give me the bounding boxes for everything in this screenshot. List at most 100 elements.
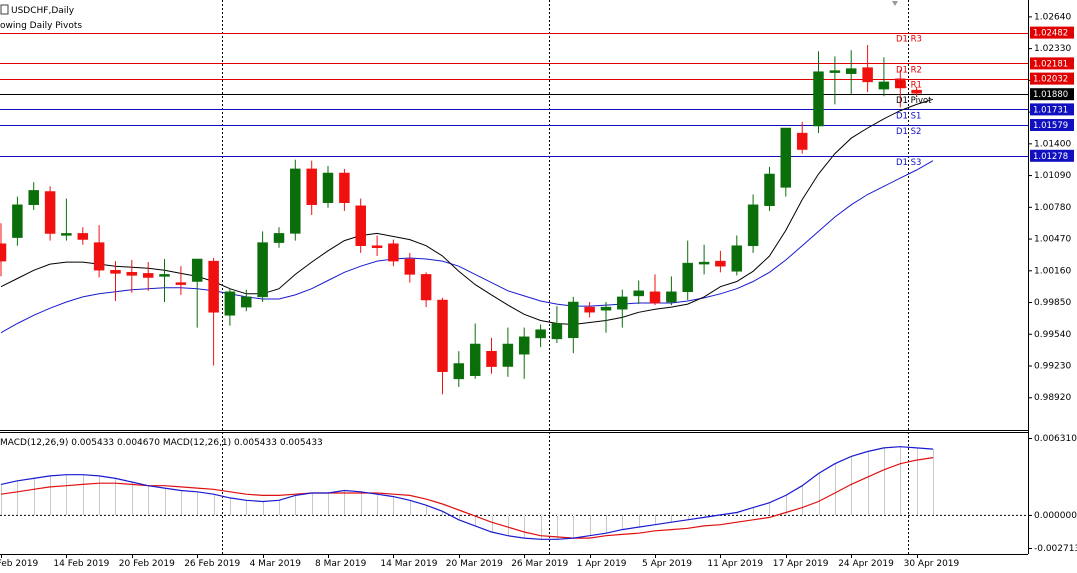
candle-body bbox=[453, 363, 465, 380]
candle bbox=[208, 258, 219, 366]
pivot-value-box bbox=[1030, 72, 1074, 85]
candle-body bbox=[666, 291, 677, 303]
candle bbox=[12, 196, 23, 246]
candle bbox=[0, 223, 7, 277]
pivot-lines bbox=[0, 33, 1028, 157]
candle bbox=[584, 302, 595, 318]
candle-body bbox=[0, 243, 7, 262]
pivot-value-box bbox=[1030, 26, 1074, 39]
price-tick-label: 1.02640 bbox=[1034, 12, 1071, 22]
pivot-name-label: D1 R3 bbox=[896, 35, 922, 45]
macd-signal-line bbox=[0, 457, 934, 539]
candle-body bbox=[698, 261, 710, 265]
macd-title: MACD(12,26,9) 0.005433 0.004670 MACD(12,… bbox=[0, 438, 323, 448]
candle-body bbox=[388, 243, 399, 262]
pivot-name-label: D1 S3 bbox=[896, 158, 921, 168]
candle-body bbox=[420, 274, 432, 301]
candle-body bbox=[339, 172, 350, 203]
candle-body bbox=[126, 272, 138, 276]
time-tick-label: 11 Apr 2019 bbox=[707, 559, 763, 569]
candle bbox=[633, 280, 644, 305]
candle-body bbox=[682, 262, 693, 293]
candle bbox=[290, 159, 301, 241]
candle bbox=[747, 194, 759, 253]
candle bbox=[44, 186, 56, 241]
candle-body bbox=[12, 204, 23, 238]
candle-body bbox=[813, 71, 824, 127]
candle bbox=[486, 337, 497, 374]
time-tick-label: 26 Feb 2019 bbox=[184, 559, 240, 569]
candle bbox=[469, 323, 481, 379]
candle bbox=[322, 165, 334, 208]
candle-body bbox=[878, 81, 890, 90]
candle bbox=[437, 297, 448, 395]
pivot-value-box bbox=[1030, 149, 1074, 162]
candle-body bbox=[649, 291, 661, 304]
macd-tick-label: 0.006310 bbox=[1034, 434, 1077, 444]
candle-body bbox=[437, 299, 448, 372]
candle-body bbox=[617, 296, 628, 310]
candle-body bbox=[911, 89, 922, 94]
candle-body bbox=[61, 233, 72, 236]
price-tick-label: 1.00470 bbox=[1034, 235, 1071, 245]
candle bbox=[568, 296, 579, 354]
current-bar-marker bbox=[892, 1, 898, 6]
pivot-value-box bbox=[1030, 57, 1074, 70]
candle-body bbox=[93, 242, 105, 271]
pivot-name-label: D1 R2 bbox=[896, 65, 922, 75]
time-tick-label: 17 Apr 2019 bbox=[773, 559, 829, 569]
candle bbox=[420, 272, 432, 308]
candle-body bbox=[829, 70, 841, 73]
pivot-value-box bbox=[1030, 88, 1074, 101]
pivot-value-label: 1.02181 bbox=[1033, 59, 1068, 69]
macd-tick-label: -0.002713 bbox=[1034, 544, 1077, 554]
ma-fast-line bbox=[0, 98, 934, 326]
candle bbox=[273, 227, 285, 248]
time-tick-label: 1 Apr 2019 bbox=[577, 559, 627, 569]
price-tick-label: 1.00160 bbox=[1034, 266, 1071, 276]
candle-body bbox=[44, 191, 56, 234]
chart-frame bbox=[0, 0, 1029, 555]
candle bbox=[388, 239, 399, 267]
candle-body bbox=[584, 306, 595, 313]
candle bbox=[453, 351, 465, 387]
candle-body bbox=[568, 301, 579, 339]
candle bbox=[862, 45, 873, 93]
candle-body bbox=[306, 168, 317, 205]
pivot-name-label: D1 S1 bbox=[896, 111, 921, 121]
candle bbox=[191, 258, 203, 328]
candle bbox=[159, 259, 170, 302]
candle bbox=[257, 231, 268, 302]
candle bbox=[126, 260, 138, 293]
candle bbox=[93, 225, 105, 278]
candle-body bbox=[257, 242, 268, 298]
candle-body bbox=[486, 350, 497, 367]
candle bbox=[895, 69, 906, 108]
pivot-value-box bbox=[1030, 119, 1074, 131]
candle-body bbox=[371, 245, 383, 248]
candle-body bbox=[208, 260, 219, 313]
price-tick-label: 1.02330 bbox=[1034, 44, 1071, 54]
pivot-value-label: 1.01278 bbox=[1033, 152, 1068, 162]
candle bbox=[77, 227, 89, 245]
candle-body bbox=[633, 290, 644, 297]
candlesticks bbox=[0, 45, 922, 395]
candle bbox=[829, 56, 841, 105]
pivot-name-label: D1 Pivot bbox=[896, 96, 932, 106]
pivot-value-label: 1.01880 bbox=[1033, 90, 1068, 100]
candle bbox=[175, 266, 187, 295]
candle-body bbox=[764, 173, 775, 206]
candle bbox=[28, 182, 39, 210]
candle-body bbox=[535, 329, 546, 339]
candle-body bbox=[780, 127, 792, 188]
time-axis: 8 Feb 2019 14 Feb 2019 20 Feb 2019 26 Feb 2… bbox=[0, 554, 960, 569]
time-tick-label: 24 Apr 2019 bbox=[838, 559, 894, 569]
candle-body bbox=[28, 190, 39, 205]
pivot-value-box bbox=[1030, 103, 1074, 116]
candle-body bbox=[142, 273, 154, 278]
time-tick-label: 8 Mar 2019 bbox=[315, 559, 367, 569]
candle bbox=[617, 289, 628, 328]
macd-main-line bbox=[0, 446, 934, 540]
